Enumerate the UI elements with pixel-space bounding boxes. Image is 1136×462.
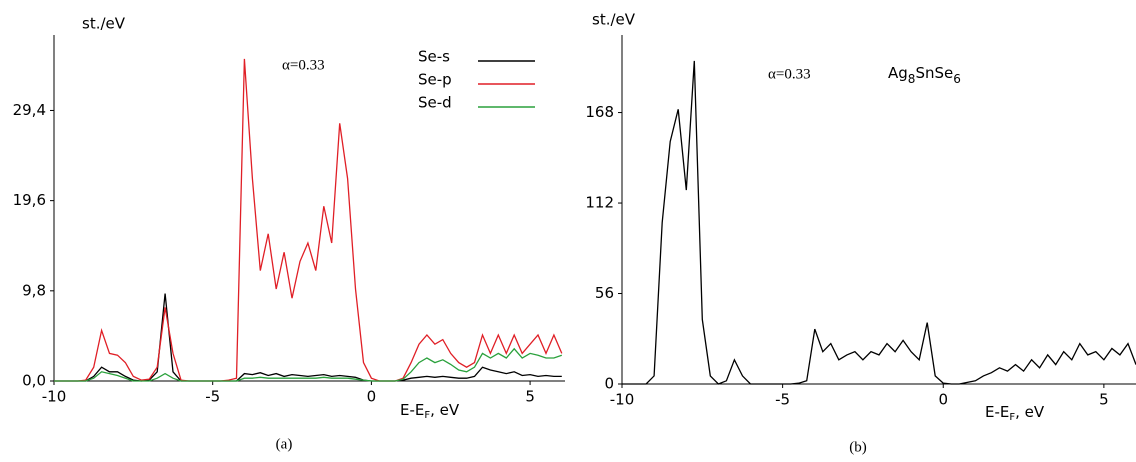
formula-part: Ag [888,64,908,82]
formula-part: 8 [908,72,916,86]
x-axis-label: E-EF, eV [985,403,1045,424]
y-axis-label: st./eV [592,11,636,29]
x-tick-label: -10 [610,391,635,409]
caption: (a) [276,436,293,452]
annotation: α=0.33 [768,66,811,82]
x-tick-label: 0 [367,388,377,406]
x-label-part: E-E [985,403,1009,421]
y-axis-label: st./eV [82,15,126,33]
series-line [622,60,1136,385]
y-tick-label: 168 [585,103,614,121]
y-tick-label: 112 [585,194,614,212]
legend-label: Se-s [418,48,450,66]
x-label-part: , eV [430,401,460,419]
series-line [54,293,562,382]
formula-part: SnSe [915,64,953,82]
x-tick-label: 0 [938,391,948,409]
x-axis-label: E-EF, eV [400,401,460,422]
y-tick-label: 0,0 [22,372,46,390]
x-label-part: F [1009,412,1015,423]
x-tick-label: 5 [525,388,535,406]
formula-part: 6 [953,72,961,86]
y-tick-label: 9,8 [22,281,46,299]
legend-label: Se-p [418,71,452,89]
series-line [54,347,563,382]
x-label-part: E-E [400,401,424,419]
x-tick-label: -5 [775,391,790,409]
y-tick-label: 56 [595,284,614,302]
x-tick-label: -5 [205,388,220,406]
y-tick-label: 29,4 [13,101,46,119]
x-label-part: F [424,410,430,421]
annotation: α=0.33 [282,57,325,73]
x-label-part: , eV [1015,403,1045,421]
y-tick-label: 0 [604,375,614,393]
y-tick-label: 19,6 [13,191,46,209]
legend-label: Se-d [418,94,452,112]
x-tick-label: -10 [42,388,67,406]
series-line [54,58,563,382]
x-tick-label: 5 [1099,391,1109,409]
formula: Ag8SnSe6 [888,64,961,86]
caption: (b) [849,439,867,455]
